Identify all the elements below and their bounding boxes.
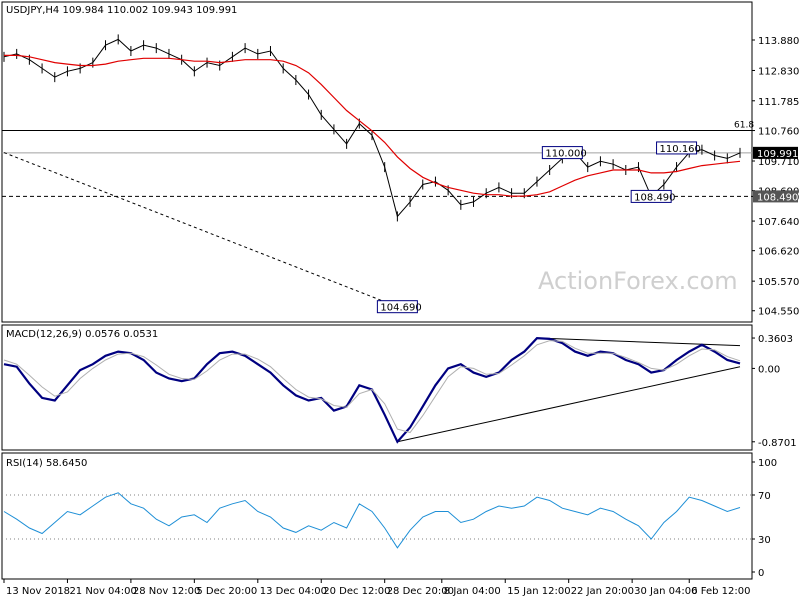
rsi-panel-frame bbox=[1, 452, 753, 580]
trendline bbox=[397, 366, 741, 443]
x-tick-label: 13 Nov 2018 bbox=[6, 586, 70, 597]
price-plot: 113.880112.830111.785110.760109.710108.6… bbox=[2, 34, 799, 318]
x-tick-label: 20 Dec 12:00 bbox=[323, 586, 390, 597]
rsi-panel-title: RSI(14) 58.6450 bbox=[6, 458, 87, 469]
x-tick-label: 8 Jan 04:00 bbox=[444, 586, 501, 597]
series-line-signal bbox=[3, 340, 741, 434]
annotation-label: 108.490 bbox=[634, 192, 675, 203]
y-tick-label: 0.00 bbox=[758, 364, 780, 375]
x-tick-label: 28 Nov 12:00 bbox=[133, 586, 200, 597]
price-panel-title: USDJPY,H4 109.984 110.002 109.943 109.99… bbox=[6, 5, 237, 16]
y-tick-label: 109.710 bbox=[758, 157, 799, 168]
y-tick-label: 104.550 bbox=[758, 307, 799, 318]
y-tick-label: 111.785 bbox=[758, 97, 799, 108]
watermark: ActionForex.com bbox=[538, 267, 738, 295]
current-price-tag-bg bbox=[753, 146, 798, 159]
rsi-plot: 100 70 30 0 bbox=[2, 458, 777, 579]
y-tick-label: 106.620 bbox=[758, 247, 799, 258]
x-tick-label: 30 Jan 04:00 bbox=[634, 586, 697, 597]
trendline bbox=[3, 152, 398, 308]
x-tick-label: 21 Nov 04:00 bbox=[69, 586, 136, 597]
x-tick-label: 6 Feb 12:00 bbox=[691, 586, 750, 597]
y-tick-label: 0 bbox=[758, 568, 764, 579]
y-tick-label: 30 bbox=[758, 535, 771, 546]
y-tick-label: 0.3603 bbox=[758, 334, 793, 345]
macd-panel-frame bbox=[1, 324, 753, 451]
series-line-rsi bbox=[3, 492, 741, 549]
y-tick-label: -0.8701 bbox=[758, 438, 797, 449]
y-tick-label: 110.760 bbox=[758, 127, 799, 138]
y-tick-label: 107.640 bbox=[758, 217, 799, 228]
level-tag: 108.490 bbox=[757, 192, 798, 203]
y-tick-label: 112.830 bbox=[758, 66, 799, 77]
y-tick-label: 100 bbox=[758, 458, 777, 469]
x-tick-label: 22 Jan 20:00 bbox=[571, 586, 634, 597]
price-panel-frame bbox=[1, 1, 753, 323]
x-tick-label: 13 Dec 04:00 bbox=[260, 586, 327, 597]
annotation-box bbox=[656, 141, 698, 155]
macd-plot: 0.3603 0.00 -0.8701 bbox=[3, 334, 797, 449]
y-tick-label: 113.880 bbox=[758, 36, 799, 47]
x-tick-label: 5 Dec 20:00 bbox=[196, 586, 257, 597]
series-line-ema bbox=[4, 54, 741, 197]
annotation-label: 110.000 bbox=[545, 149, 586, 160]
y-tick-label: 105.570 bbox=[758, 277, 799, 288]
trendline bbox=[536, 337, 741, 347]
annotation-box bbox=[376, 300, 418, 314]
current-price-tag: 109.991 bbox=[757, 149, 798, 160]
level-tag-bg bbox=[753, 190, 798, 203]
annotation-label: 104.690 bbox=[380, 303, 421, 314]
x-tick-label: 15 Jan 12:00 bbox=[507, 586, 570, 597]
macd-panel-title: MACD(12,26,9) 0.0576 0.0531 bbox=[6, 329, 158, 340]
annotation-box bbox=[541, 146, 583, 160]
y-tick-label: 70 bbox=[758, 491, 771, 502]
annotation-box bbox=[630, 189, 672, 203]
level-label: 61.8 bbox=[734, 121, 754, 131]
annotation-label: 110.160 bbox=[660, 144, 701, 155]
x-tick-label: 28 Dec 20:00 bbox=[387, 586, 454, 597]
